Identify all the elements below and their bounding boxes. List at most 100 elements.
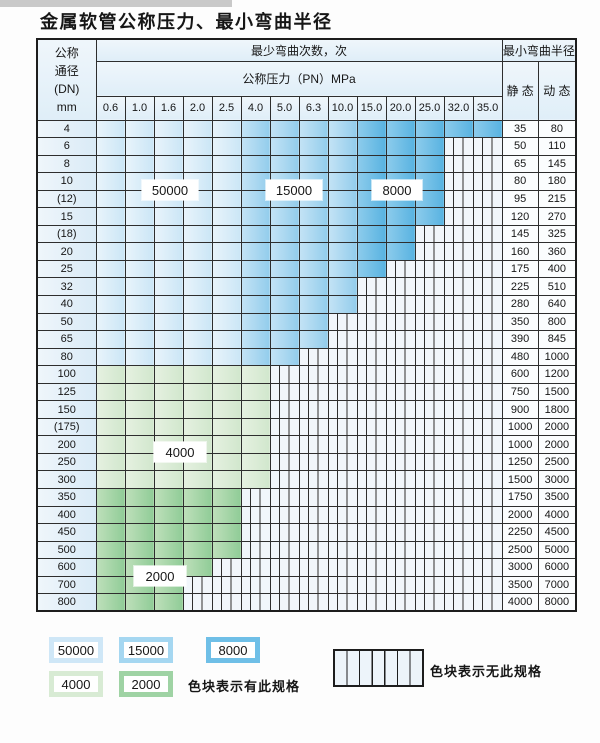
- pressure-cell: [153, 119, 184, 139]
- pressure-cell: [240, 558, 271, 577]
- dn-header-line: mm: [56, 99, 77, 114]
- pressure-cell: [211, 189, 242, 209]
- pressure-cell: [269, 505, 300, 525]
- pressure-cell: [124, 207, 155, 226]
- pressure-cell: [356, 347, 387, 367]
- pressure-cell: [153, 277, 184, 296]
- pressure-cell: [240, 505, 271, 525]
- pressure-cell: [211, 593, 242, 612]
- pressure-cell: [211, 330, 242, 349]
- pressure-cell: [356, 294, 387, 314]
- pressure-value-header: 5.0: [269, 95, 300, 121]
- pressure-cell: [95, 207, 126, 226]
- pressure-value-header: 35.0: [472, 95, 503, 121]
- dynamic-radius-cell: 4500: [537, 523, 577, 542]
- pressure-cell: [124, 523, 155, 542]
- pressure-cell: [385, 452, 416, 472]
- pressure-value-header: 20.0: [385, 95, 416, 121]
- pressure-cell: [327, 540, 358, 560]
- dn-cell: 15: [36, 207, 97, 226]
- static-radius-cell: 280: [501, 294, 539, 314]
- pressure-cell: [124, 593, 155, 612]
- pressure-cell: [240, 400, 271, 419]
- pressure-cell: [298, 470, 329, 489]
- pressure-cell: [298, 505, 329, 525]
- pressure-cell: [472, 470, 503, 489]
- pressure-cell: [211, 365, 242, 384]
- pressure-cell: [385, 435, 416, 454]
- pressure-cell: [472, 400, 503, 419]
- dynamic-radius-cell: 845: [537, 330, 577, 349]
- pressure-cell: [443, 277, 474, 296]
- pressure-cell: [472, 417, 503, 437]
- pressure-value-header: 6.3: [298, 95, 329, 121]
- pressure-cell: [240, 523, 271, 542]
- dn-cell: 800: [36, 593, 97, 612]
- pressure-cell: [240, 575, 271, 595]
- table-row: 8 65 145: [36, 154, 577, 174]
- pressure-cell: [356, 382, 387, 402]
- pressure-cell: [182, 523, 213, 542]
- pressure-cell: [414, 224, 445, 244]
- dynamic-radius-cell: 800: [537, 312, 577, 332]
- pressure-cell: [240, 294, 271, 314]
- pressure-cell: [95, 277, 126, 296]
- pressure-cell: [356, 330, 387, 349]
- pressure-cell: [240, 224, 271, 244]
- pressure-cell: [153, 347, 184, 367]
- pressure-cell: [240, 347, 271, 367]
- pressure-cell: [269, 242, 300, 261]
- pressure-cell: [153, 540, 184, 560]
- pressure-cell: [124, 487, 155, 507]
- pressure-cell: [414, 259, 445, 279]
- pressure-cell: [327, 435, 358, 454]
- pressure-cell: [472, 505, 503, 525]
- pressure-cell: [356, 523, 387, 542]
- pressure-cell: [240, 154, 271, 174]
- static-radius-cell: 35: [501, 119, 539, 139]
- pressure-cell: [472, 294, 503, 314]
- pressure-cell: [327, 400, 358, 419]
- pressure-cell: [385, 330, 416, 349]
- pressure-cell: [95, 400, 126, 419]
- pressure-cell: [414, 277, 445, 296]
- pressure-cell: [211, 224, 242, 244]
- pressure-cell: [443, 523, 474, 542]
- static-radius-cell: 2000: [501, 505, 539, 525]
- dynamic-radius-cell: 1200: [537, 365, 577, 384]
- pressure-cell: [298, 259, 329, 279]
- pressure-cell: [443, 189, 474, 209]
- pressure-cell: [414, 593, 445, 612]
- static-radius-cell: 2500: [501, 540, 539, 560]
- pressure-cell: [124, 347, 155, 367]
- pressure-cell: [443, 330, 474, 349]
- pressure-cell: [443, 558, 474, 577]
- pressure-cell: [356, 487, 387, 507]
- pressure-cell: [182, 505, 213, 525]
- static-radius-cell: 4000: [501, 593, 539, 612]
- pressure-cell: [327, 382, 358, 402]
- pressure-cell: [298, 400, 329, 419]
- header-row-1: 公称 通径 (DN) mm 最少弯曲次数，次 最小弯曲半径: [36, 38, 577, 121]
- pressure-cell: [95, 365, 126, 384]
- pressure-cell: [327, 242, 358, 261]
- pressure-cell: [356, 505, 387, 525]
- static-radius-cell: 3500: [501, 575, 539, 595]
- pressure-cell: [356, 207, 387, 226]
- pressure-cell: [472, 207, 503, 226]
- pressure-cell: [269, 452, 300, 472]
- pressure-cell: [356, 259, 387, 279]
- pressure-cell: [298, 593, 329, 612]
- pressure-cell: [211, 382, 242, 402]
- pressure-cell: [298, 154, 329, 174]
- pressure-cell: [95, 417, 126, 437]
- pressure-cell: [327, 558, 358, 577]
- pressure-cell: [414, 119, 445, 139]
- legend-no-spec-note: 色块表示无此规格: [430, 664, 543, 679]
- pressure-cell: [327, 452, 358, 472]
- pressure-cell: [298, 137, 329, 156]
- pressure-cell: [443, 224, 474, 244]
- dynamic-radius-cell: 400: [537, 259, 577, 279]
- pressure-cell: [472, 259, 503, 279]
- table-row: 32 225 510: [36, 277, 577, 296]
